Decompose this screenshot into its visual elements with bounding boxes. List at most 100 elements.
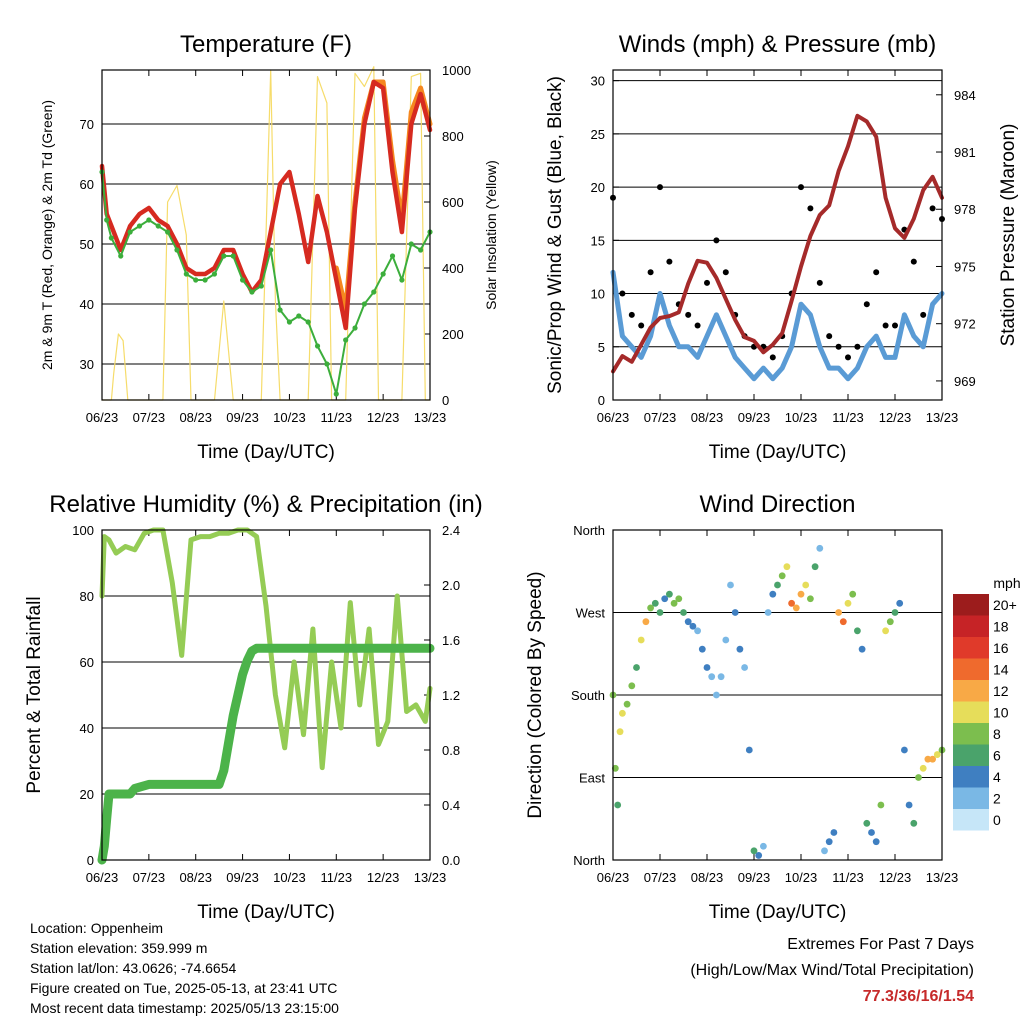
colorbar-swatch — [953, 637, 989, 659]
wind-direction-point — [901, 746, 908, 754]
wind-direction-point — [703, 664, 711, 671]
wind-direction-point — [764, 609, 772, 616]
colorbar-level-label: 10 — [993, 705, 1009, 721]
gust-point — [863, 301, 870, 308]
y-tick-label-3: 60 — [80, 655, 94, 670]
x-tick-label-2: 08/23 — [691, 410, 724, 425]
wind-direction-point — [774, 581, 781, 589]
gust-point — [826, 333, 833, 340]
x-tick-label-2: 12/23 — [879, 410, 912, 425]
gust-point — [873, 269, 880, 276]
y-right-tick-label-2: 969 — [954, 374, 976, 389]
colorbar-level-label: 20+ — [993, 597, 1017, 613]
wind-direction-point — [811, 563, 819, 571]
y-tick-label-2: 30 — [591, 74, 605, 89]
wind-direction-point — [769, 590, 777, 598]
wind-direction-point — [821, 847, 828, 855]
y-tick-label-3: 100 — [72, 523, 94, 538]
wind-direction-point — [680, 609, 687, 616]
wind-direction-point — [642, 618, 650, 626]
gust-point — [722, 269, 729, 276]
y-tick-label-1: 30 — [80, 357, 94, 372]
gust-point — [845, 354, 851, 361]
x-tick-label-1: 08/23 — [179, 410, 212, 425]
x-tick-label-4: 06/23 — [597, 870, 630, 885]
pressure-line — [611, 113, 944, 374]
x-tick-label-4: 11/23 — [832, 870, 864, 885]
wind-direction-point — [858, 645, 866, 653]
wind-direction-point — [637, 636, 645, 644]
x-tick-label-3: 06/23 — [86, 870, 119, 885]
wind-direction-point — [915, 774, 922, 781]
gust-point — [816, 279, 823, 286]
y-right-tick-label-2: 978 — [954, 202, 976, 217]
x-axis-label-3: Time (Day/UTC) — [197, 902, 335, 923]
y-tick-label-3: 20 — [80, 787, 94, 802]
wind-direction-point — [755, 852, 763, 859]
wind-direction-point — [807, 595, 814, 603]
wind-direction-point — [863, 819, 871, 827]
y-right-tick-label-2: 975 — [954, 259, 976, 274]
colorbar-swatch — [953, 766, 989, 788]
colorbar-swatch — [953, 680, 989, 702]
y-axis-label-4: Direction (Colored By Speed) — [525, 571, 546, 818]
x-tick-label-3: 11/23 — [320, 870, 352, 885]
colorbar-level-label: 18 — [993, 619, 1009, 635]
wind-direction-point — [891, 609, 899, 616]
x-tick-label-3: 07/23 — [133, 870, 166, 885]
colorbar-level-label: 6 — [993, 748, 1001, 764]
wind-direction-point — [708, 673, 716, 681]
wind-direction-point — [656, 609, 664, 616]
colorbar-swatch — [953, 809, 989, 831]
plot-frame-4 — [612, 529, 943, 861]
x-tick-label-2: 11/23 — [832, 410, 864, 425]
colorbar-swatch — [953, 723, 989, 745]
wind-direction-point — [670, 599, 678, 607]
chart-title-3: Relative Humidity (%) & Precipitation (i… — [49, 491, 482, 518]
x-axis-label-2: Time (Day/UTC) — [709, 442, 847, 463]
station-info: Location: Oppenheim Station elevation: 3… — [30, 918, 339, 1018]
y-right-tick-label-3: 0.8 — [442, 743, 460, 758]
y-tick-label-1: 60 — [80, 177, 94, 192]
chart-title-4: Wind Direction — [699, 491, 855, 518]
x-axis-label-1: Time (Day/UTC) — [197, 442, 335, 463]
wind-direction-point — [882, 627, 889, 635]
y-right-tick-label-1: 800 — [442, 129, 464, 144]
x-tick-label-4: 08/23 — [691, 870, 724, 885]
wind-direction-point — [783, 563, 791, 571]
y-right-axis-label-1: Solar Insolation (Yellow) — [483, 160, 499, 310]
wind-direction-point — [849, 590, 857, 598]
y-tick-label-2: 0 — [598, 393, 605, 408]
x-tick-label-4: 07/23 — [644, 870, 677, 885]
y-tick-label-2: 10 — [591, 287, 605, 302]
colorbar-level-label: 12 — [993, 683, 1009, 699]
wind-direction-point — [792, 604, 800, 612]
y-tick-label-1: 50 — [80, 237, 94, 252]
x-tick-label-1: 12/23 — [367, 410, 400, 425]
x-tick-label-2: 13/23 — [926, 410, 959, 425]
y-tick-label-4: North — [573, 853, 605, 868]
wind-direction-point — [651, 599, 659, 607]
y-tick-label-3: 80 — [80, 589, 94, 604]
y-tick-label-2: 25 — [591, 127, 605, 142]
gust-point — [694, 322, 701, 329]
gust-point — [713, 237, 720, 244]
y-right-tick-label-3: 2.0 — [442, 578, 460, 593]
gust-point — [882, 322, 889, 329]
gust-point — [798, 184, 804, 191]
colorbar-level-label: 2 — [993, 791, 1001, 807]
y-right-tick-label-2: 981 — [954, 145, 976, 160]
y-right-tick-label-1: 1000 — [442, 63, 471, 78]
y-tick-label-2: 20 — [591, 180, 605, 195]
latlon-text: Station lat/lon: 43.0626; -74.6654 — [30, 960, 237, 976]
x-tick-label-2: 07/23 — [644, 410, 677, 425]
y-tick-label-4: West — [576, 606, 606, 621]
wind-direction-point — [619, 709, 626, 717]
x-tick-label-4: 13/23 — [926, 870, 959, 885]
wind-direction-point — [727, 581, 734, 589]
wind-direction-point — [616, 728, 624, 736]
x-tick-label-3: 10/23 — [273, 870, 306, 885]
y-tick-label-2: 5 — [598, 340, 605, 355]
colorbar-level-label: 4 — [993, 769, 1001, 785]
y-right-tick-label-2: 984 — [954, 88, 976, 103]
